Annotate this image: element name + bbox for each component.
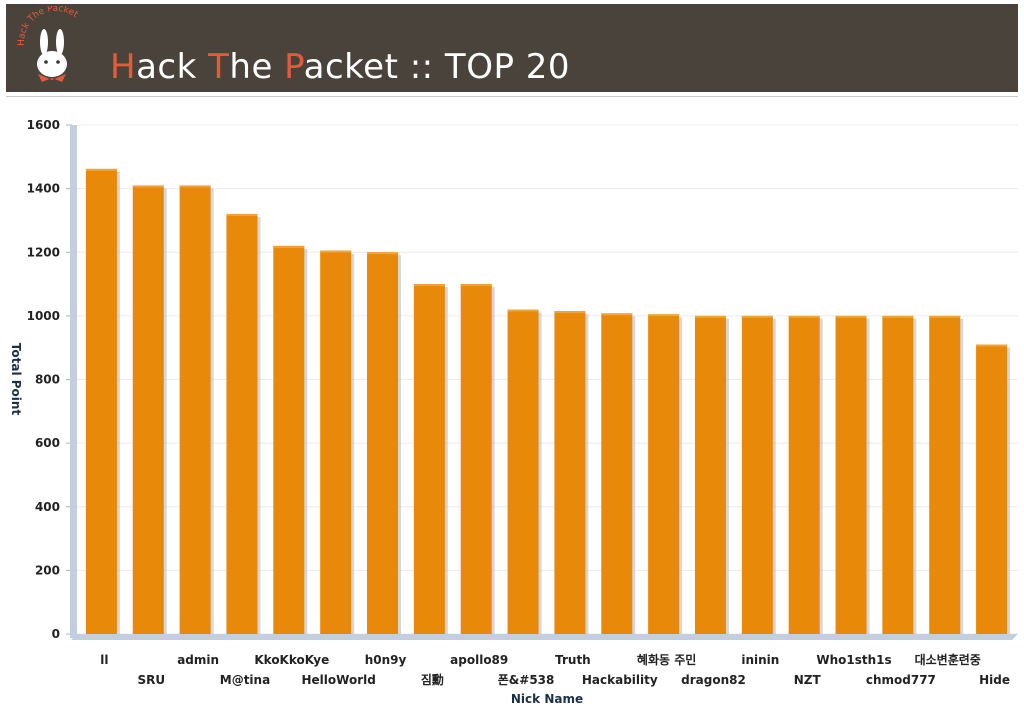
page-title: Hack The Packet :: TOP 20	[110, 42, 570, 92]
y-tick-label: 1200	[27, 245, 60, 259]
x-tick-label: NZT	[794, 673, 822, 687]
x-tick-label: ininin	[741, 653, 779, 667]
bar	[226, 214, 258, 634]
bar-highlight	[320, 250, 352, 253]
svg-text:Hack The Packet: Hack The Packet	[17, 6, 80, 46]
bar-highlight	[554, 311, 586, 314]
bar	[554, 311, 586, 634]
y-tick-label: 600	[35, 436, 60, 450]
bar-highlight	[694, 315, 726, 318]
bar-highlight	[85, 168, 117, 171]
bar-highlight	[741, 315, 773, 318]
bar-highlight	[460, 284, 492, 287]
y-tick-label: 0	[52, 627, 60, 641]
bar	[460, 284, 492, 634]
x-tick-label: Who1sth1s	[816, 653, 891, 667]
y-tick-label: 800	[35, 373, 60, 387]
bar-highlight	[507, 309, 539, 312]
x-tick-label: h0n9y	[365, 653, 407, 667]
bar	[788, 315, 820, 634]
x-tick-label: HelloWorld	[302, 673, 376, 687]
y-tick-label: 1400	[27, 182, 60, 196]
bar-highlight	[413, 284, 445, 287]
x-tick-label: admin	[177, 653, 219, 667]
x-tick-label: 폰&#538	[498, 673, 555, 687]
y-tick-label: 1600	[27, 118, 60, 132]
bar	[367, 252, 399, 634]
x-tick-label: SRU	[137, 673, 165, 687]
bar-highlight	[929, 315, 961, 318]
x-tick-label: Hackability	[582, 673, 658, 687]
bar	[835, 315, 867, 634]
x-axis	[71, 634, 1018, 640]
bar-highlight	[976, 344, 1008, 347]
bar-highlight	[648, 314, 680, 317]
x-tick-label: 혜화동 주민	[637, 652, 696, 667]
title-part: ack	[136, 47, 209, 87]
y-tick-label: 400	[35, 500, 60, 514]
bar	[273, 245, 305, 634]
bar	[741, 315, 773, 634]
bar-highlight	[179, 185, 211, 188]
bar-highlight	[132, 185, 164, 188]
bar-highlight	[882, 315, 914, 318]
x-tick-label: M@tina	[220, 673, 270, 687]
x-tick-label: 짐勳	[421, 672, 444, 687]
bar	[85, 168, 117, 634]
x-tick-label: ll	[100, 653, 108, 667]
header-divider	[6, 96, 1018, 97]
x-tick-label: Hide	[979, 673, 1010, 687]
x-tick-label: KkoKkoKye	[254, 653, 329, 667]
bar	[976, 344, 1008, 634]
title-part: P	[284, 47, 304, 87]
bar	[648, 314, 680, 634]
bar	[929, 315, 961, 634]
x-tick-label: apollo89	[450, 653, 508, 667]
bunny-logo-icon: Hack The Packet	[17, 6, 80, 82]
bar	[507, 309, 539, 634]
logo-text: Hack The Packet	[17, 6, 80, 46]
y-tick-label: 1000	[27, 309, 60, 323]
title-part: H	[110, 47, 137, 87]
page-header	[6, 4, 1018, 92]
bar	[601, 313, 633, 634]
bar	[320, 250, 352, 635]
bar-highlight	[226, 214, 258, 217]
bar-chart: 0 200 400 600 800 1000 1200 1400 1600 ll SRU adminM…	[9, 118, 1018, 706]
y-tick-label: 200	[35, 563, 60, 577]
x-tick-label: chmod777	[866, 673, 936, 687]
x-tick-label: dragon82	[681, 673, 746, 687]
bar-highlight	[601, 313, 633, 316]
bar	[132, 185, 164, 634]
bar	[882, 315, 914, 634]
title-part: T	[208, 47, 230, 87]
y-axis-title: Total Point	[9, 343, 23, 416]
y-axis	[70, 125, 77, 638]
bar-highlight	[835, 315, 867, 318]
title-part: he	[229, 47, 285, 87]
bar	[694, 315, 726, 634]
bar-highlight	[788, 315, 820, 318]
bar-highlight	[273, 245, 305, 248]
bar-highlight	[367, 252, 399, 255]
bar	[179, 185, 211, 634]
x-axis-title: Nick Name	[511, 692, 583, 706]
x-tick-label: 대소변훈련중	[915, 652, 981, 667]
title-part: acket :: TOP 20	[303, 47, 571, 87]
bar	[413, 284, 445, 634]
x-tick-label: Truth	[555, 653, 591, 667]
